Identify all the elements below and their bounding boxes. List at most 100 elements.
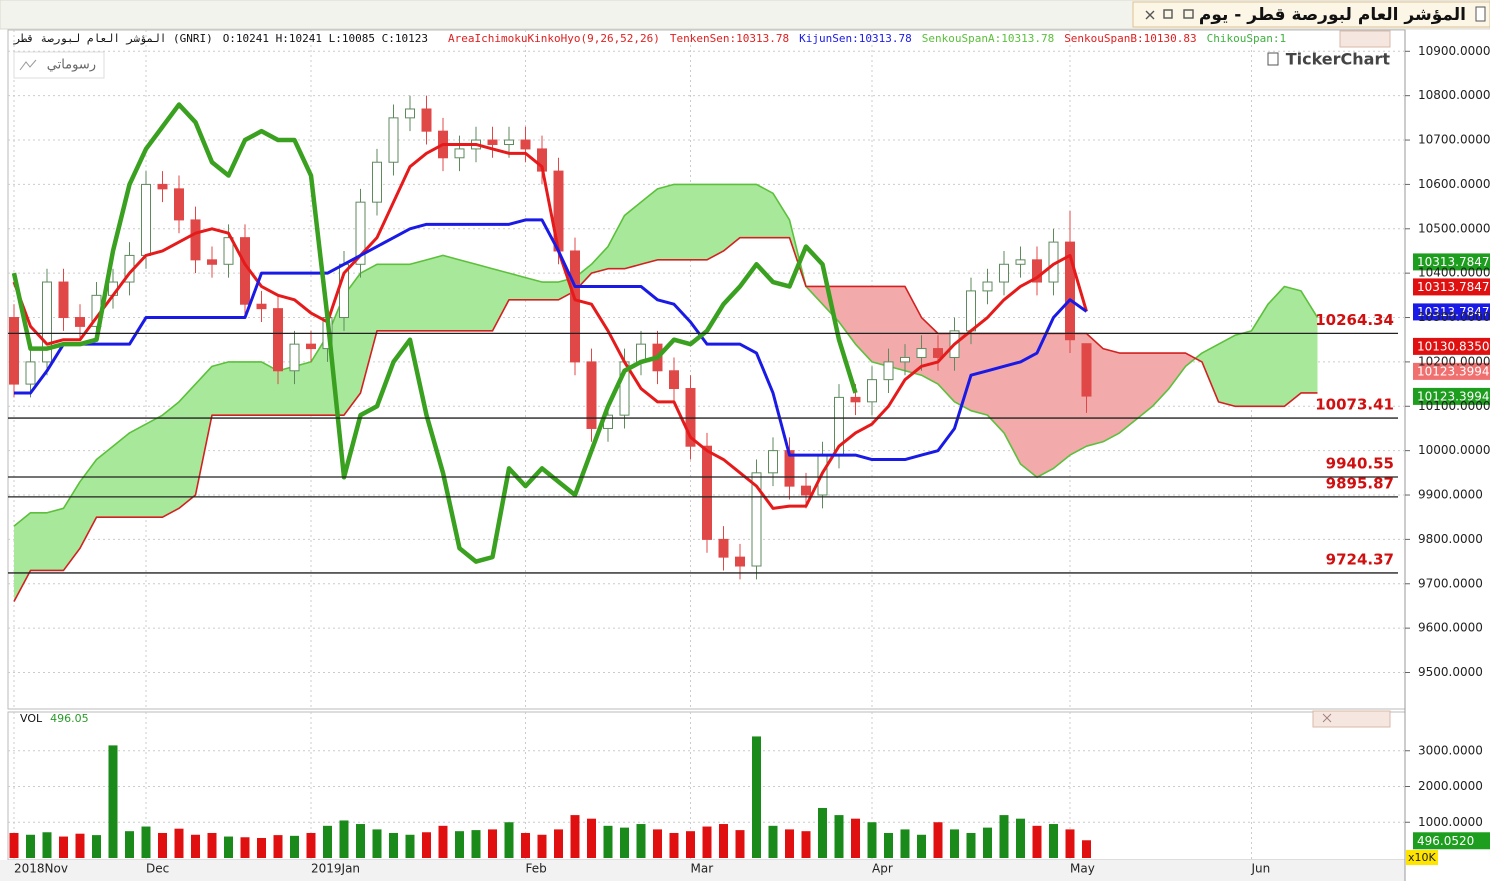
candle-body <box>916 348 927 358</box>
volume-bar <box>554 829 563 858</box>
candle-body <box>751 472 762 567</box>
y-tick-label: 2000.0000 <box>1418 779 1483 793</box>
candle-body <box>75 317 85 327</box>
cloud <box>1251 304 1268 407</box>
cloud <box>657 184 674 260</box>
candle-body <box>685 388 696 447</box>
volume-bar <box>702 826 712 858</box>
candle-body <box>157 183 168 190</box>
tab-checkbox[interactable] <box>1475 6 1486 22</box>
volume-bar <box>339 820 349 858</box>
cloud <box>47 508 64 571</box>
y-tick-label: 9900.0000 <box>1418 488 1483 502</box>
level-label: 10264.34 <box>1315 311 1394 329</box>
volume-bar <box>966 832 976 858</box>
volume-bar <box>983 827 992 858</box>
last-value-tag <box>1413 362 1490 380</box>
candle-body <box>1015 259 1026 265</box>
volume-bar <box>455 831 464 858</box>
info-text: O:10241 H:10241 L:10085 C:10123 <box>223 32 428 45</box>
volume-bar <box>290 835 299 858</box>
y-tick-label: 10100.0000 <box>1418 399 1490 413</box>
cloud <box>146 415 163 518</box>
volume-bar <box>174 828 184 858</box>
volume-bar <box>75 833 85 858</box>
candle-body <box>735 556 745 567</box>
price-pane-controls[interactable] <box>1339 30 1391 48</box>
cloud <box>443 255 460 331</box>
volume-bar <box>59 836 68 858</box>
cloud <box>278 366 295 416</box>
volume-bar <box>521 832 530 858</box>
cloud <box>476 264 493 331</box>
info-text: KijunSen:10313.78 <box>799 32 912 45</box>
volume-bar <box>801 831 811 858</box>
candle-body <box>702 445 712 540</box>
x-tick-label: Jun <box>1251 862 1271 876</box>
candle-body <box>207 259 217 265</box>
volume-bar <box>504 822 514 858</box>
last-value-label: 10123.3994 <box>1417 389 1490 403</box>
candle-body <box>883 361 894 381</box>
volume-bar <box>273 835 283 858</box>
cloud <box>212 361 229 416</box>
cloud <box>525 277 542 300</box>
volume-bar <box>669 832 679 858</box>
cloud <box>987 333 1004 433</box>
cloud <box>1037 333 1054 478</box>
y-tick-label: 10700.0000 <box>1418 133 1490 147</box>
candle-body <box>223 237 234 265</box>
close-button[interactable] <box>1145 10 1155 20</box>
candle-body <box>1032 259 1042 283</box>
volume-bar <box>158 832 167 858</box>
volume-bar <box>323 825 332 858</box>
x-axis-strip <box>0 860 1405 881</box>
cloud <box>756 184 773 238</box>
volume-bar <box>719 824 728 858</box>
price-plot <box>8 30 1405 708</box>
cloud <box>1053 333 1070 469</box>
candle-body <box>801 485 811 496</box>
info-text: SenkouSpanA:10313.78 <box>922 32 1054 45</box>
last-value-tag <box>1413 278 1490 296</box>
detach-button[interactable] <box>1183 9 1194 19</box>
y-tick-label: 9600.0000 <box>1418 621 1483 635</box>
volume-bar <box>356 824 365 858</box>
restore-button[interactable] <box>1163 9 1173 19</box>
senkou-span-a <box>13 183 1319 527</box>
cloud <box>393 264 410 331</box>
candle-body <box>1065 241 1075 341</box>
y-tick-label: 10800.0000 <box>1418 88 1490 102</box>
cloud <box>63 481 80 571</box>
volume-bar <box>1032 825 1042 858</box>
candle-body <box>850 396 861 403</box>
candle-body <box>966 290 976 332</box>
info-text: TenkenSen:10313.78 <box>670 32 789 45</box>
cloud <box>608 215 625 269</box>
cloud <box>162 401 179 518</box>
cloud <box>1119 353 1136 433</box>
candle-body <box>306 343 316 350</box>
candle-body <box>256 303 267 310</box>
cloud <box>1020 333 1037 478</box>
volume-bar <box>752 736 761 858</box>
info-text: SenkouSpanB:10130.83 <box>1064 32 1196 45</box>
cloud <box>674 184 691 260</box>
candle-body <box>372 161 382 203</box>
tenkan-sen <box>12 142 1088 510</box>
volume-close[interactable] <box>1322 713 1332 723</box>
candle-body <box>520 139 531 150</box>
cloud <box>179 384 196 509</box>
cloud <box>542 282 559 300</box>
volume-pane-controls[interactable] <box>1312 710 1391 728</box>
volume-bar <box>92 835 101 858</box>
volume-bar <box>686 831 695 858</box>
candle-body <box>9 317 19 385</box>
candle-body <box>454 148 465 159</box>
last-value-tag <box>1413 303 1490 321</box>
volume-bar <box>900 829 910 858</box>
volume-bar <box>1082 840 1091 858</box>
x-tick-label: Dec <box>146 862 169 876</box>
